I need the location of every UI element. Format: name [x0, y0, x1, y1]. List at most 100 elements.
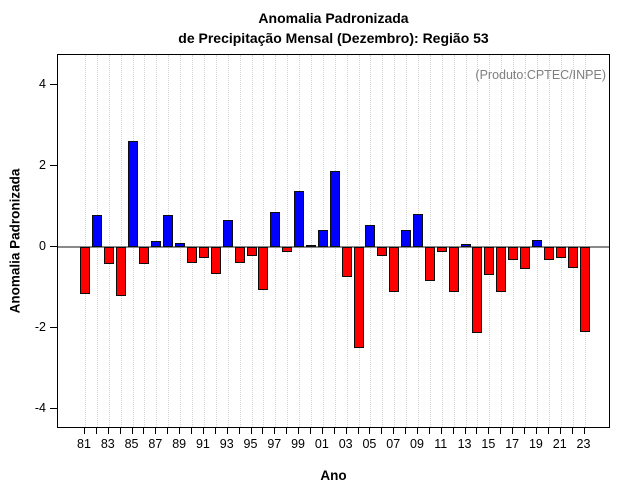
bar-09: [413, 213, 423, 247]
year-gridline: [144, 55, 146, 427]
y-tick-label: -2: [34, 320, 46, 335]
bar-16: [496, 247, 507, 293]
year-gridline: [441, 55, 443, 427]
x-tick: [226, 428, 228, 434]
chart-title: Anomalia Padronizada de Precipitação Men…: [57, 8, 610, 48]
bar-89: [175, 242, 186, 247]
year-gridline: [572, 55, 574, 427]
y-tick-label: 2: [39, 157, 46, 172]
year-gridline: [560, 55, 562, 427]
x-tick: [500, 428, 502, 434]
plot-area: [57, 54, 610, 428]
year-gridline: [489, 55, 491, 427]
bar-81: [80, 247, 90, 294]
x-tick-label: 81: [77, 437, 91, 451]
year-gridline: [108, 55, 110, 427]
y-tick-label: 4: [39, 76, 46, 91]
x-tick-label: 01: [314, 437, 329, 451]
bar-87: [151, 240, 162, 247]
x-tick-label: 97: [267, 437, 282, 451]
y-tick-label: 0: [39, 239, 46, 253]
year-gridline: [263, 55, 265, 427]
x-tick: [381, 428, 383, 434]
y-tick: [50, 164, 57, 166]
x-tick: [262, 428, 264, 434]
x-tick-label: 07: [386, 437, 401, 451]
y-tick: [50, 246, 57, 247]
year-gridline: [429, 55, 431, 427]
bar-22: [567, 247, 578, 269]
x-tick: [583, 428, 585, 434]
chart-title-line1: Anomalia Padronizada: [258, 10, 409, 26]
x-tick: [143, 428, 145, 434]
x-tick: [179, 428, 181, 434]
year-gridline: [310, 55, 312, 427]
bar-03: [341, 247, 352, 278]
bar-06: [377, 247, 388, 256]
bar-90: [187, 247, 198, 263]
bar-07: [389, 247, 400, 293]
bar-18: [520, 247, 531, 269]
x-tick: [309, 428, 311, 434]
x-tick-label: 09: [410, 437, 424, 451]
x-tick-label: 03: [338, 437, 353, 451]
bar-96: [258, 247, 269, 291]
year-gridline: [453, 55, 455, 427]
x-tick: [417, 428, 418, 434]
bar-20: [543, 247, 554, 260]
x-tick: [357, 428, 359, 434]
year-gridline: [525, 55, 527, 427]
x-tick-label: 89: [172, 437, 187, 451]
x-tick: [191, 428, 193, 434]
bar-85: [127, 141, 138, 247]
year-gridline: [203, 55, 205, 427]
x-tick: [405, 428, 407, 434]
bar-93: [222, 220, 233, 247]
year-gridline: [513, 55, 515, 427]
x-tick: [488, 428, 490, 434]
bar-08: [401, 230, 412, 247]
x-tick: [107, 428, 109, 434]
year-gridline: [465, 55, 467, 427]
year-gridline: [85, 55, 86, 427]
y-tick-label: -4: [34, 401, 46, 416]
year-gridline: [215, 55, 217, 427]
year-gridline: [501, 55, 503, 427]
bar-04: [353, 247, 364, 348]
x-tick: [298, 428, 300, 434]
x-tick: [214, 428, 216, 434]
x-tick-label: 19: [528, 437, 543, 451]
x-tick: [95, 428, 97, 434]
bar-14: [472, 247, 483, 333]
x-tick-label: 11: [434, 437, 448, 451]
bar-94: [234, 247, 245, 264]
x-tick-label: 99: [291, 437, 306, 451]
x-tick: [119, 428, 121, 434]
x-tick-label: 87: [148, 437, 163, 451]
x-tick: [476, 428, 478, 434]
bar-98: [282, 247, 293, 253]
x-tick-label: 05: [362, 437, 377, 451]
bar-86: [139, 247, 150, 265]
bar-83: [103, 247, 114, 264]
bar-84: [115, 247, 126, 296]
y-tick: [50, 327, 57, 329]
x-tick: [547, 428, 549, 434]
bar-05: [365, 225, 376, 247]
bar-82: [91, 215, 102, 247]
x-tick: [440, 428, 442, 434]
bar-99: [294, 191, 305, 247]
x-tick: [428, 428, 430, 434]
year-gridline: [584, 55, 586, 427]
bar-13: [460, 244, 471, 247]
x-tick-label: 21: [552, 437, 567, 451]
x-tick: [452, 428, 454, 434]
bar-97: [270, 211, 281, 247]
zero-baseline: [58, 246, 609, 248]
x-tick-label: 95: [243, 437, 258, 451]
x-tick: [393, 428, 395, 434]
bar-11: [436, 247, 447, 253]
year-gridline: [120, 55, 122, 427]
year-gridline: [180, 55, 182, 427]
